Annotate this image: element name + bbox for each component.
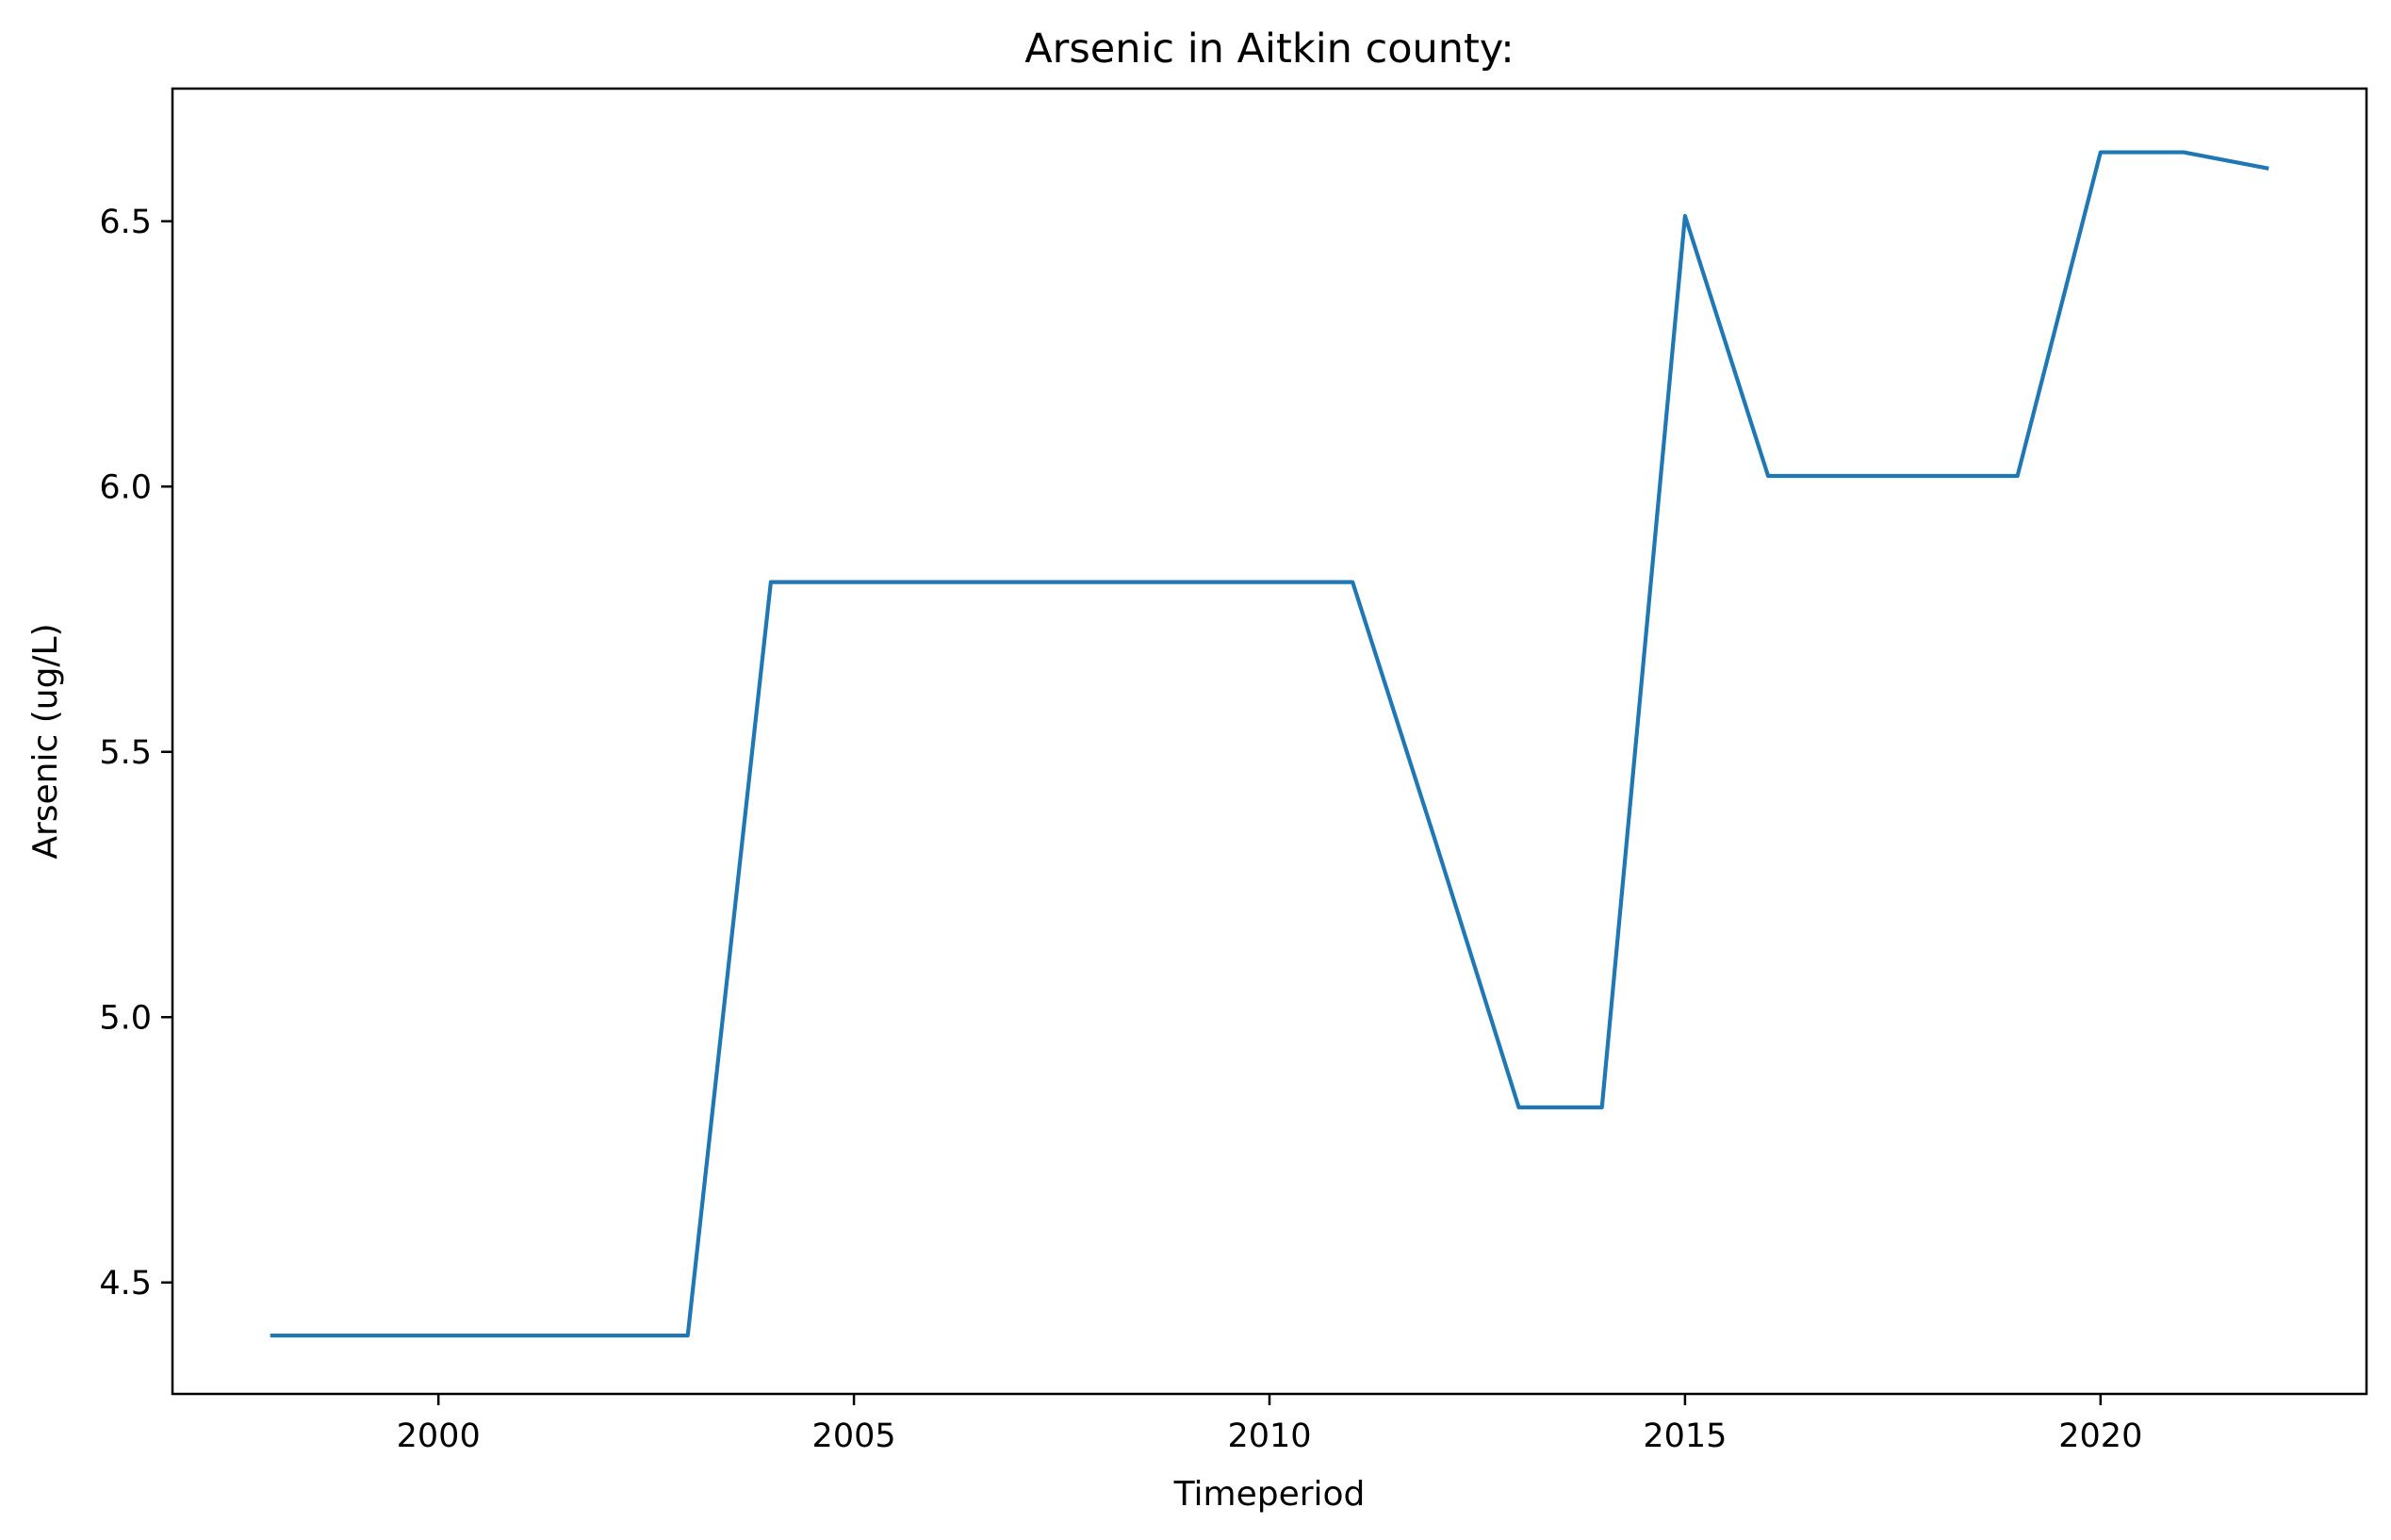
x-axis: 2000 2005 2010 2015 2020 — [397, 1394, 2142, 1455]
series-line-0 — [270, 150, 2269, 1338]
y-tick-label: 6.5 — [99, 204, 152, 241]
y-tick-label: 5.0 — [99, 999, 152, 1037]
x-tick-label: 2020 — [2058, 1417, 2142, 1455]
x-axis-label: Timeperiod — [1173, 1475, 1366, 1514]
y-axis: 4.5 5.0 5.5 6.0 6.5 — [99, 204, 172, 1302]
x-tick-label: 2005 — [812, 1417, 896, 1455]
series-layer — [270, 150, 2269, 1338]
y-tick-label: 4.5 — [99, 1265, 152, 1302]
y-tick-label: 6.0 — [99, 468, 152, 506]
x-tick-label: 2010 — [1227, 1417, 1311, 1455]
x-tick-label: 2015 — [1643, 1417, 1727, 1455]
x-tick-label: 2000 — [397, 1417, 481, 1455]
y-tick-label: 5.5 — [99, 734, 152, 772]
y-axis-label: Arsenic (ug/L) — [26, 623, 65, 859]
chart-title: Arsenic in Aitkin county: — [1024, 25, 1514, 73]
